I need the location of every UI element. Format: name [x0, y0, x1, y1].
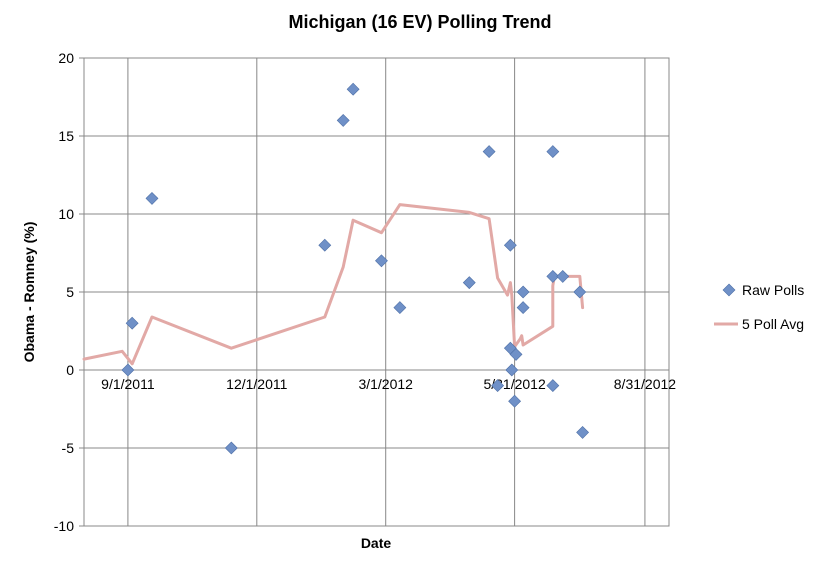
- data-point: [503, 238, 517, 252]
- x-tick-label: 3/1/2012: [358, 376, 413, 392]
- data-point: [346, 82, 360, 96]
- data-point: [121, 363, 135, 377]
- y-tick-label: 20: [58, 50, 74, 66]
- avg-line: [82, 203, 585, 366]
- data-point: [318, 238, 332, 252]
- y-tick-label: -5: [62, 440, 75, 456]
- y-tick-label: -10: [54, 518, 74, 534]
- y-axis-title: Obama - Romney (%): [21, 222, 37, 363]
- x-axis: 9/1/2011 12/1/2011 3/1/2012 5/31/2012 8/31/2…: [101, 376, 676, 392]
- y-tick-label: 15: [58, 128, 74, 144]
- data-point: [505, 363, 519, 377]
- y-tick-label: 5: [66, 284, 74, 300]
- legend-marker-raw-polls: [722, 283, 736, 297]
- y-tick-label: 10: [58, 206, 74, 222]
- legend-label-raw-polls: Raw Polls: [742, 282, 804, 298]
- data-point: [546, 145, 560, 159]
- series-raw-polls: [121, 82, 590, 455]
- data-point: [224, 441, 238, 455]
- x-tick-label: 8/31/2012: [614, 376, 676, 392]
- grid: [84, 57, 669, 527]
- data-point: [576, 425, 590, 439]
- x-tick-label: 9/1/2011: [101, 376, 155, 392]
- data-point: [509, 347, 523, 361]
- data-point: [145, 191, 159, 205]
- data-point: [516, 301, 530, 315]
- data-point: [125, 316, 139, 330]
- series-5-poll-avg: [82, 203, 585, 366]
- data-point: [556, 269, 570, 283]
- data-point: [546, 269, 560, 283]
- data-point: [491, 379, 505, 393]
- data-point: [482, 145, 496, 159]
- data-point: [393, 301, 407, 315]
- data-point: [573, 285, 587, 299]
- data-point: [508, 394, 522, 408]
- chart-title: Michigan (16 EV) Polling Trend: [288, 12, 551, 32]
- data-point: [462, 276, 476, 290]
- y-axis: -10 -5 0 5 10 15 20: [54, 50, 84, 534]
- data-point: [375, 254, 388, 268]
- data-point: [336, 113, 350, 127]
- legend-label-5-poll-avg: 5 Poll Avg: [742, 316, 804, 332]
- data-point: [516, 285, 530, 299]
- y-tick-label: 0: [66, 362, 74, 378]
- data-point: [546, 379, 560, 393]
- x-axis-title: Date: [361, 535, 392, 551]
- x-tick-label: 12/1/2011: [226, 376, 287, 392]
- legend: Raw Polls 5 Poll Avg: [714, 282, 804, 332]
